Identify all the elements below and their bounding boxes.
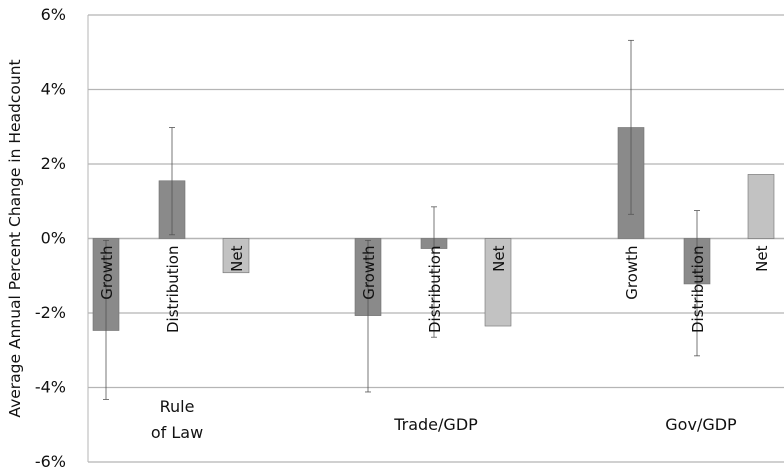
group-label: Gov/GDP	[665, 415, 737, 434]
y-tick-label: -2%	[35, 303, 66, 322]
y-tick-label: 4%	[41, 80, 66, 99]
y-tick-label: 0%	[41, 229, 66, 248]
group-label: of Law	[151, 423, 203, 442]
error-bars	[103, 39, 700, 400]
group-label: Rule	[160, 397, 195, 416]
bar-label-distribution: Distribution	[426, 246, 444, 334]
bar-net	[222, 238, 250, 274]
gridlines	[88, 14, 784, 463]
bar-label-net: Net	[228, 245, 246, 271]
bar-label-distribution: Distribution	[164, 246, 182, 334]
group-label: Trade/GDP	[393, 415, 478, 434]
bar-labels: Growth Distribution Net Growth Distribution N…	[98, 245, 771, 333]
y-tick-label: -6%	[35, 452, 66, 471]
bar-label-growth: Growth	[360, 246, 378, 300]
bar-label-distribution: Distribution	[689, 246, 707, 334]
y-tick-label: -4%	[35, 378, 66, 397]
bar-label-net: Net	[490, 245, 508, 271]
y-tick-label: 2%	[41, 154, 66, 173]
bar-label-growth: Growth	[98, 246, 116, 300]
y-axis: 6% 4% 2% 0% -2% -4% -6%	[35, 5, 89, 471]
bar-net	[747, 174, 775, 239]
bar-net	[484, 238, 512, 327]
group-labels: Rule of Law Trade/GDP Gov/GDP	[151, 397, 737, 442]
y-axis-label: Average Annual Percent Change in Headcou…	[6, 59, 24, 417]
y-tick-label: 6%	[41, 5, 66, 24]
bar-label-net: Net	[753, 245, 771, 271]
bar-label-growth: Growth	[623, 246, 641, 300]
